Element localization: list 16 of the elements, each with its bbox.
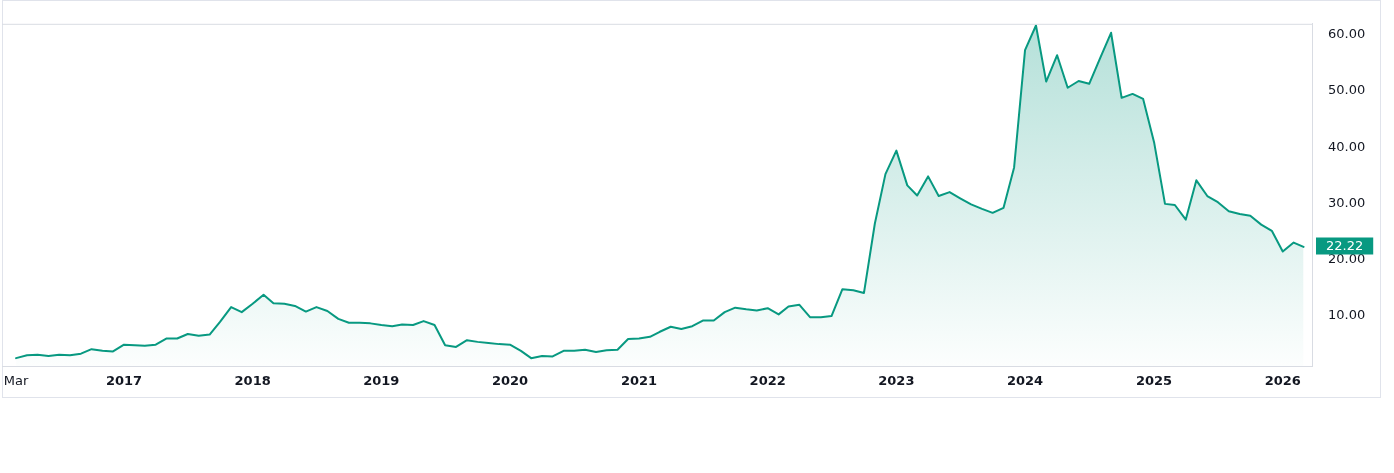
x-tick-label: 2017 (105, 373, 143, 389)
y-tick-label: 40.00 (1328, 138, 1366, 154)
y-tick-label: 10.00 (1328, 306, 1366, 322)
x-tick-label: 2019 (363, 373, 400, 389)
y-tick-label: 50.00 (1328, 82, 1366, 98)
x-tick-label: Mar (3, 373, 30, 389)
x-tick-label: 2022 (749, 373, 786, 389)
x-tick-label: 2026 (1264, 373, 1301, 389)
x-tick-label: 2024 (1006, 373, 1044, 389)
x-tick-label: 2018 (234, 373, 271, 389)
y-tick-label: 60.00 (1328, 26, 1366, 42)
y-tick-label: 30.00 (1328, 194, 1366, 210)
x-tick-label: 2021 (620, 373, 658, 389)
x-tick-label: 2025 (1135, 373, 1173, 389)
x-tick-label: 2020 (491, 373, 529, 389)
x-tick-label: 2023 (878, 373, 915, 389)
